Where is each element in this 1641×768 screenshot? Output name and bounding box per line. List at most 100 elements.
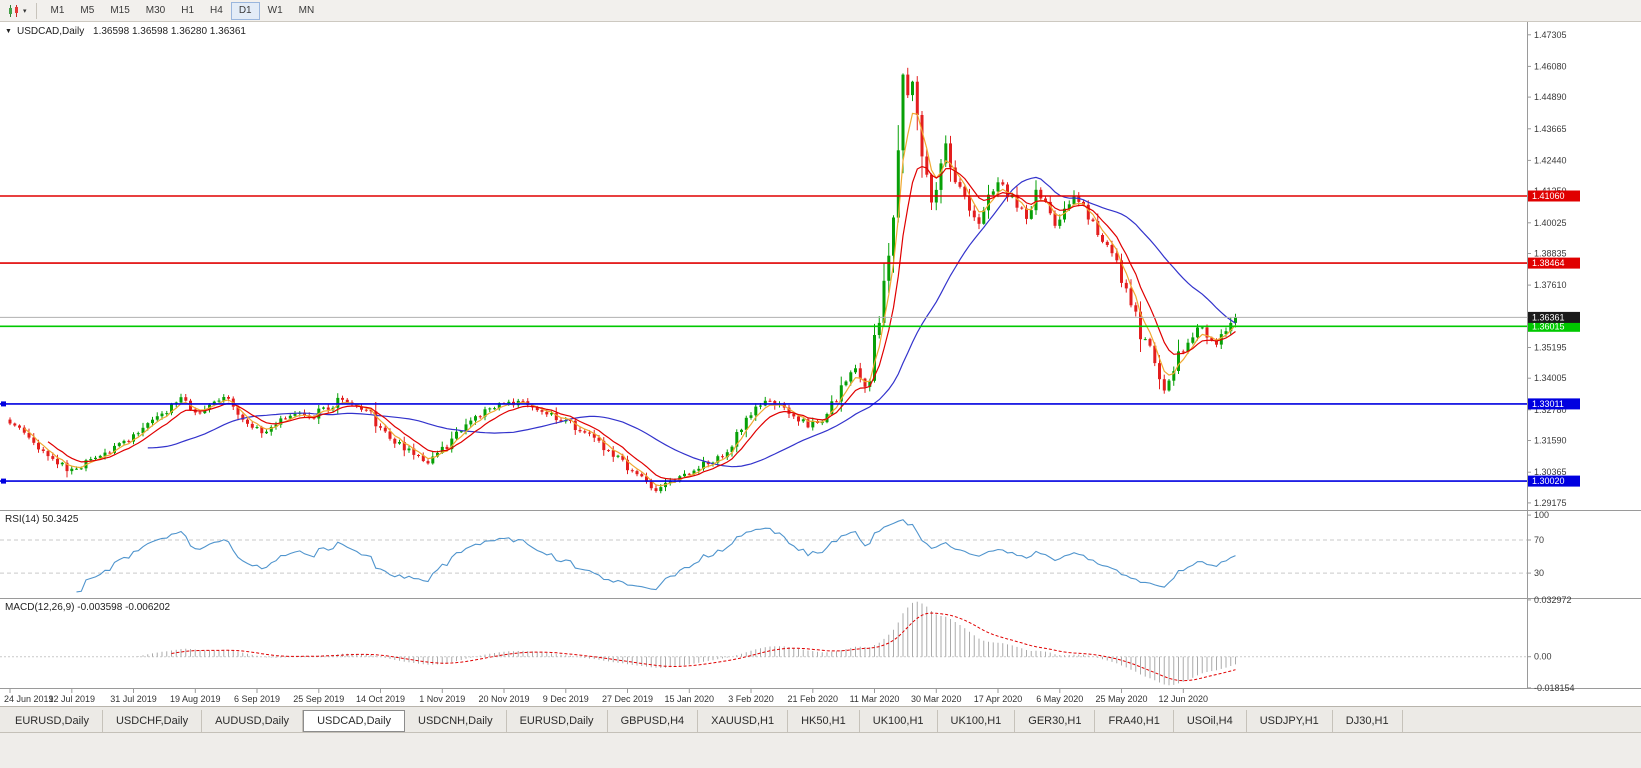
price-chart[interactable]: 1.473051.460801.448901.436651.424401.412… xyxy=(0,22,1641,706)
timeframe-button-M5[interactable]: M5 xyxy=(80,5,95,16)
svg-text:27 Dec 2019: 27 Dec 2019 xyxy=(602,694,653,704)
macd-signal-line xyxy=(171,612,1236,682)
svg-text:1 Nov 2019: 1 Nov 2019 xyxy=(419,694,465,704)
chart-tabs-bar: EURUSD,Daily USDCHF,Daily AUDUSD,Daily USDC… xyxy=(0,706,1641,733)
svg-text:1.41060: 1.41060 xyxy=(1532,191,1565,201)
rsi-line xyxy=(76,519,1236,593)
timeframe-button-M15[interactable]: M15 xyxy=(110,5,130,16)
chart-tab-EURUSD-Daily-5[interactable]: EURUSD,Daily xyxy=(507,710,608,732)
svg-text:1.42440: 1.42440 xyxy=(1534,155,1567,165)
timeframe-buttons: M1 M5 M15 M30 H1 H4 D1 W1 MN xyxy=(43,1,323,20)
svg-text:12 Jun 2020: 12 Jun 2020 xyxy=(1159,694,1209,704)
svg-text:1.29175: 1.29175 xyxy=(1534,498,1567,508)
svg-text:24 Jun 2019: 24 Jun 2019 xyxy=(4,694,54,704)
candles-layer xyxy=(8,67,1237,494)
ma-slow-line xyxy=(147,176,1236,468)
chart-tab-HK50-H1-8[interactable]: HK50,H1 xyxy=(788,710,860,732)
svg-text:1.35195: 1.35195 xyxy=(1534,343,1567,353)
svg-text:30 Mar 2020: 30 Mar 2020 xyxy=(911,694,962,704)
svg-text:12 Jul 2019: 12 Jul 2019 xyxy=(49,694,96,704)
svg-text:6 May 2020: 6 May 2020 xyxy=(1036,694,1083,704)
svg-text:100: 100 xyxy=(1534,510,1549,520)
svg-text:1.40025: 1.40025 xyxy=(1534,218,1567,228)
svg-text:31 Jul 2019: 31 Jul 2019 xyxy=(110,694,157,704)
current-price-tag xyxy=(1528,311,1580,323)
chart-symbol-label: USDCAD,Daily xyxy=(17,26,85,37)
svg-text:15 Jan 2020: 15 Jan 2020 xyxy=(665,694,715,704)
svg-text:1.38464: 1.38464 xyxy=(1532,258,1565,268)
chart-tab-DJ30-H1-15[interactable]: DJ30,H1 xyxy=(1333,710,1403,732)
svg-text:-0.018154: -0.018154 xyxy=(1534,683,1575,693)
svg-text:0.032972: 0.032972 xyxy=(1534,595,1572,605)
svg-text:17 Apr 2020: 17 Apr 2020 xyxy=(974,694,1023,704)
svg-text:1.30365: 1.30365 xyxy=(1534,467,1567,477)
svg-text:1.43665: 1.43665 xyxy=(1534,124,1567,134)
timeframe-button-M30[interactable]: M30 xyxy=(145,5,166,16)
chart-tab-USOil-H4-13[interactable]: USOil,H4 xyxy=(1174,710,1247,732)
top-toolbar: ▾ M1 M5 M15 M30 H1 H4 D1 W1 MN xyxy=(0,0,1641,22)
macd-indicator-label: MACD(12,26,9) -0.003598 -0.006202 xyxy=(5,602,171,613)
chart-tab-EURUSD-Daily-0[interactable]: EURUSD,Daily xyxy=(2,710,103,732)
level-handle-1.30020[interactable] xyxy=(1,478,6,484)
svg-text:1.44890: 1.44890 xyxy=(1534,92,1567,102)
svg-text:1.36361: 1.36361 xyxy=(1532,312,1565,322)
level-price-tag-1.38464 xyxy=(1528,257,1580,269)
timeframe-button-MN[interactable]: MN xyxy=(298,5,315,16)
ma-medium-line xyxy=(47,165,1236,480)
svg-text:11 Mar 2020: 11 Mar 2020 xyxy=(850,694,900,704)
timeframe-button-D1[interactable]: D1 xyxy=(230,1,260,20)
horizontal-levels-layer xyxy=(0,195,1527,484)
svg-text:1.38835: 1.38835 xyxy=(1534,249,1567,259)
timeframe-button-H4[interactable]: H4 xyxy=(210,5,223,16)
rsi-indicator-label: RSI(14) 50.3425 xyxy=(5,514,79,525)
chart-tab-USDCNH-Daily-4[interactable]: USDCNH,Daily xyxy=(405,710,507,732)
chart-tab-AUDUSD-Daily-2[interactable]: AUDUSD,Daily xyxy=(202,710,304,732)
pane-separators xyxy=(0,22,1641,689)
svg-text:9 Dec 2019: 9 Dec 2019 xyxy=(543,694,589,704)
svg-text:21 Feb 2020: 21 Feb 2020 xyxy=(788,694,839,704)
chart-tab-UK100-H1-9[interactable]: UK100,H1 xyxy=(860,710,938,732)
level-handle-1.33011[interactable] xyxy=(1,401,6,407)
svg-text:25 Sep 2019: 25 Sep 2019 xyxy=(293,694,344,704)
svg-text:0.00: 0.00 xyxy=(1534,652,1552,662)
timeframe-button-W1[interactable]: W1 xyxy=(267,5,283,16)
chart-title: USDCAD,Daily 1.36598 1.36598 1.36280 1.3… xyxy=(17,26,246,37)
chart-tab-XAUUSD-H1-7[interactable]: XAUUSD,H1 xyxy=(698,710,789,732)
svg-text:1.37610: 1.37610 xyxy=(1534,280,1567,290)
axes-layer: 1.473051.460801.448901.436651.424401.412… xyxy=(4,30,1580,704)
svg-text:1.36015: 1.36015 xyxy=(1532,321,1565,331)
svg-text:1.32780: 1.32780 xyxy=(1534,405,1567,415)
level-price-tag-1.36015 xyxy=(1528,320,1580,332)
svg-text:25 May 2020: 25 May 2020 xyxy=(1095,694,1147,704)
moving-averages-layer xyxy=(23,112,1236,487)
candlestick-chart-icon xyxy=(9,4,18,17)
chart-tab-USDCAD-Daily-3[interactable]: USDCAD,Daily xyxy=(303,710,406,732)
chart-tab-GER30-H1-11[interactable]: GER30,H1 xyxy=(1015,710,1096,732)
svg-text:30: 30 xyxy=(1534,568,1544,578)
timeframe-button-M1[interactable]: M1 xyxy=(50,5,65,16)
chevron-down-icon: ▾ xyxy=(23,7,27,15)
svg-text:6 Sep 2019: 6 Sep 2019 xyxy=(234,694,280,704)
svg-text:1.46080: 1.46080 xyxy=(1534,61,1567,71)
chart-tab-USDCHF-Daily-1[interactable]: USDCHF,Daily xyxy=(103,710,203,732)
level-price-tag-1.30020 xyxy=(1528,475,1580,487)
svg-text:19 Aug 2019: 19 Aug 2019 xyxy=(170,694,221,704)
svg-text:1.31590: 1.31590 xyxy=(1534,436,1567,446)
svg-text:1.47305: 1.47305 xyxy=(1534,30,1567,40)
level-price-tag-1.33011 xyxy=(1528,398,1580,410)
timeframe-button-H1[interactable]: H1 xyxy=(181,5,195,16)
svg-text:20 Nov 2019: 20 Nov 2019 xyxy=(478,694,529,704)
chart-ohlc-values: 1.36598 1.36598 1.36280 1.36361 xyxy=(93,26,246,37)
chart-tab-UK100-H1-10[interactable]: UK100,H1 xyxy=(938,710,1016,732)
chart-tab-FRA40-H1-12[interactable]: FRA40,H1 xyxy=(1095,710,1174,732)
svg-text:1.34005: 1.34005 xyxy=(1534,373,1567,383)
level-price-tag-1.41060 xyxy=(1528,190,1580,202)
oneclick-collapse-icon[interactable]: ▼ xyxy=(5,28,12,35)
chart-tab-GBPUSD-H4-6[interactable]: GBPUSD,H4 xyxy=(608,710,699,732)
chart-area: 1.473051.460801.448901.436651.424401.412… xyxy=(0,22,1641,706)
chart-tab-USDJPY-H1-14[interactable]: USDJPY,H1 xyxy=(1247,710,1333,732)
svg-text:1.33011: 1.33011 xyxy=(1532,399,1564,409)
indicator-panes-layer xyxy=(0,519,1527,686)
chart-type-button[interactable]: ▾ xyxy=(4,3,30,19)
